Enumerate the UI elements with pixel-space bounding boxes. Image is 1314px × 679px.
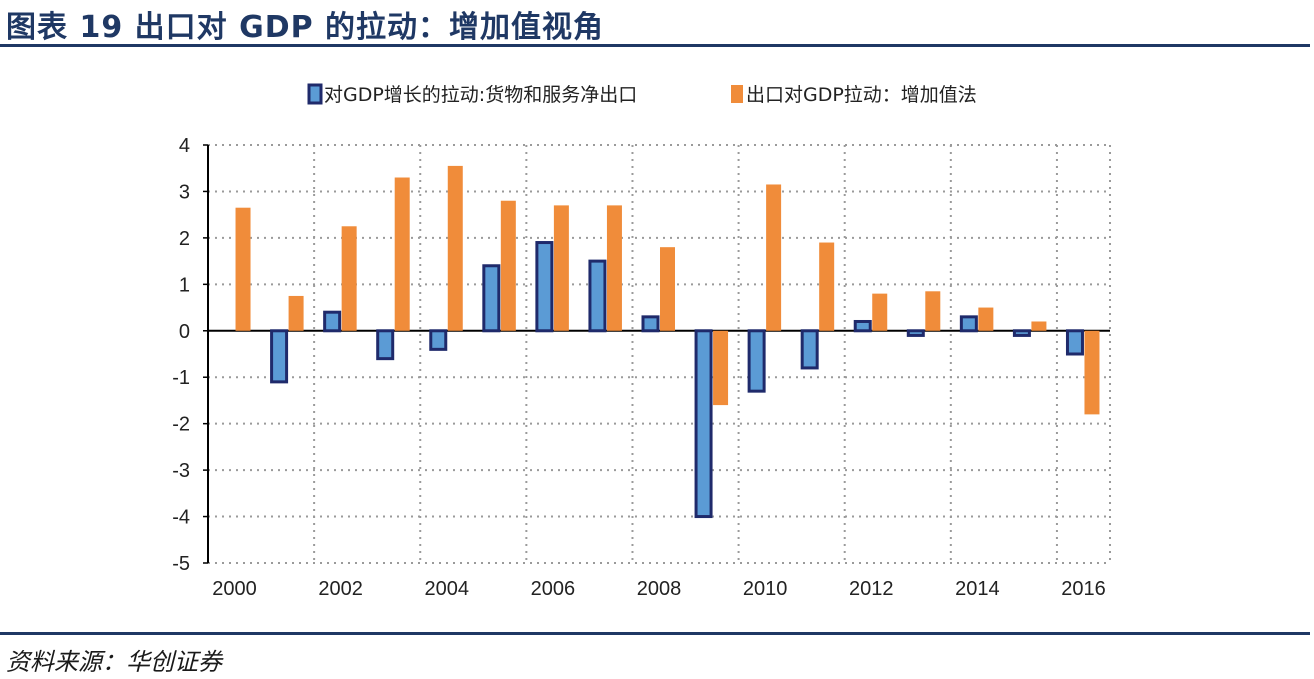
x-tick-label: 2016	[1061, 578, 1106, 600]
bar-net-export-2009	[694, 329, 713, 519]
x-tick-label: 2002	[318, 578, 363, 600]
chart-bars	[235, 165, 1100, 519]
legend-label-value-added: 出口对GDP拉动：增加值法	[746, 84, 977, 106]
bar-value-added-2012	[872, 293, 888, 331]
chart-legend: 对GDP增长的拉动:货物和服务净出口 出口对GDP拉动：增加值法	[307, 83, 977, 106]
y-tick-label: -1	[172, 367, 190, 389]
bar-value-added-2016	[1084, 330, 1100, 415]
page-title: 图表 19 出口对 GDP 的拉动：增加值视角	[6, 10, 605, 45]
y-axis-ticks: 4 3 2 1 0 -1 -2 -3 -4 -5	[172, 135, 190, 575]
bar-value-added-2004	[447, 165, 463, 331]
x-tick-label: 2000	[212, 578, 257, 600]
bar-value-added-2009	[713, 330, 729, 406]
bar-value-added-2014	[978, 307, 994, 331]
footer-divider	[0, 632, 1310, 635]
bar-value-added-2002	[341, 226, 357, 331]
bar-value-added-2005	[500, 200, 516, 331]
chart-axes	[203, 144, 1110, 564]
y-tick-label: 4	[179, 135, 190, 157]
bar-net-export-2012	[853, 319, 872, 333]
y-tick-label: 3	[179, 181, 190, 203]
x-axis-ticks: 2000 2002 2004 2006 2008 2010 2012 2014 2016	[212, 578, 1105, 600]
bar-net-export-2010	[747, 329, 766, 393]
bar-net-export-2014	[959, 315, 978, 333]
bar-net-export-2003	[376, 329, 395, 361]
bar-net-export-2002	[323, 310, 342, 333]
bar-value-added-2010	[766, 184, 782, 331]
x-tick-label: 2014	[955, 578, 1000, 600]
bar-value-added-2013	[925, 291, 941, 331]
bar-net-export-2008	[641, 315, 660, 333]
x-tick-label: 2004	[425, 578, 470, 600]
bar-value-added-2011	[819, 242, 835, 331]
bar-value-added-2015	[1031, 321, 1047, 331]
y-tick-label: -4	[172, 507, 190, 529]
bar-value-added-2007	[606, 205, 622, 331]
x-tick-label: 2012	[849, 578, 894, 600]
title-divider	[0, 44, 1310, 47]
source-note: 资料来源：华创证券	[6, 648, 222, 676]
bar-net-export-2001	[270, 329, 289, 384]
bar-net-export-2004	[429, 329, 448, 351]
y-tick-label: -3	[172, 460, 190, 482]
bar-value-added-2006	[553, 205, 569, 331]
bar-net-export-2013	[906, 329, 925, 337]
y-tick-label: -2	[172, 414, 190, 436]
bar-net-export-2015	[1012, 329, 1031, 337]
legend-label-net-export: 对GDP增长的拉动:货物和服务净出口	[324, 84, 637, 106]
y-tick-label: 1	[179, 274, 190, 296]
bar-value-added-2003	[394, 177, 410, 331]
x-tick-label: 2008	[637, 578, 682, 600]
legend-swatch-value-added	[731, 85, 743, 103]
bar-net-export-2016	[1065, 329, 1084, 356]
x-tick-label: 2010	[743, 578, 788, 600]
legend-swatch-net-export	[307, 83, 323, 105]
bar-value-added-2001	[288, 295, 304, 331]
bar-value-added-2008	[660, 247, 675, 331]
y-tick-label: -5	[172, 553, 190, 575]
y-tick-label: 2	[179, 228, 190, 250]
bar-net-export-2006	[535, 241, 554, 333]
bar-net-export-2005	[482, 264, 501, 333]
chart-grid	[208, 144, 1111, 564]
bar-net-export-2011	[800, 329, 819, 370]
y-tick-label: 0	[179, 321, 190, 343]
bar-value-added-2000	[235, 207, 251, 331]
x-tick-label: 2006	[531, 578, 576, 600]
bar-net-export-2007	[588, 259, 607, 333]
